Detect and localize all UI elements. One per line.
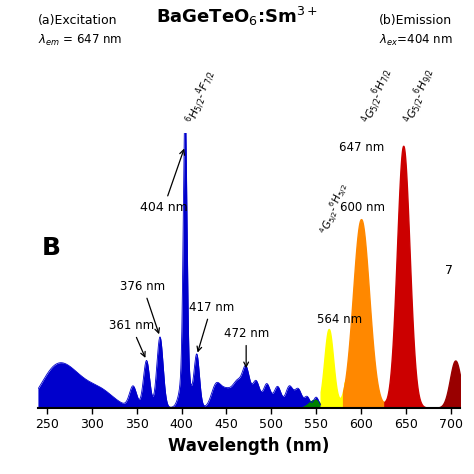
- Text: $^4G_{5/2}$-$^6H_{5/2}$: $^4G_{5/2}$-$^6H_{5/2}$: [317, 181, 351, 237]
- Text: (a)Excitation: (a)Excitation: [38, 14, 118, 27]
- Text: 417 nm: 417 nm: [189, 301, 234, 351]
- Text: $^4G_{5/2}$-$^6H_{7/2}$: $^4G_{5/2}$-$^6H_{7/2}$: [358, 65, 396, 126]
- Text: 404 nm: 404 nm: [140, 150, 187, 214]
- Text: B: B: [42, 236, 61, 260]
- Text: $^6H_{5/2}$-$^4F_{7/2}$: $^6H_{5/2}$-$^4F_{7/2}$: [182, 67, 219, 126]
- X-axis label: Wavelength (nm): Wavelength (nm): [168, 437, 329, 455]
- Text: 600 nm: 600 nm: [339, 201, 384, 214]
- Text: 361 nm: 361 nm: [109, 319, 154, 356]
- Text: BaGeTeO$_6$:Sm$^{3+}$: BaGeTeO$_6$:Sm$^{3+}$: [156, 5, 318, 28]
- Text: 376 nm: 376 nm: [120, 280, 165, 333]
- Text: 7: 7: [445, 264, 453, 277]
- Text: $\lambda_{em}$ = 647 nm: $\lambda_{em}$ = 647 nm: [38, 33, 122, 48]
- Text: $^4G_{5/2}$-$^6H_{9/2}$: $^4G_{5/2}$-$^6H_{9/2}$: [401, 65, 438, 126]
- Text: 564 nm: 564 nm: [317, 313, 362, 327]
- Text: 472 nm: 472 nm: [224, 327, 269, 367]
- Text: $\lambda_{ex}$=404 nm: $\lambda_{ex}$=404 nm: [379, 33, 453, 48]
- Text: (b)Emission: (b)Emission: [379, 14, 452, 27]
- Text: 647 nm: 647 nm: [339, 141, 384, 154]
